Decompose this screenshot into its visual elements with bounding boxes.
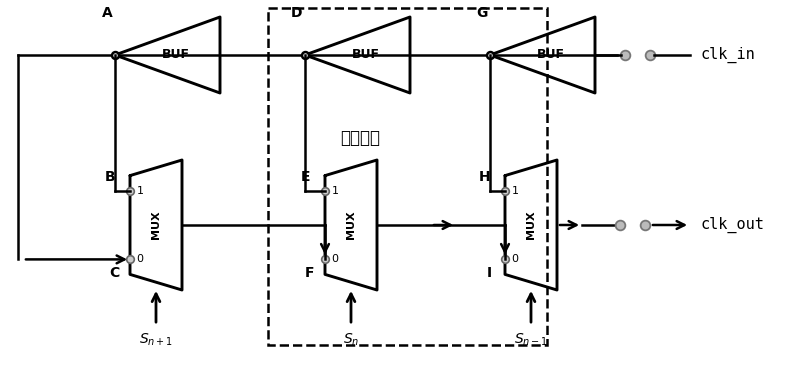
Text: MUX: MUX	[346, 211, 356, 239]
Text: BUF: BUF	[162, 48, 190, 61]
Text: BUF: BUF	[537, 48, 565, 61]
Text: C: C	[109, 266, 119, 280]
Text: H: H	[479, 170, 491, 184]
Text: $S_{n-1}$: $S_{n-1}$	[514, 332, 548, 348]
Text: clk_out: clk_out	[700, 217, 764, 233]
Text: 0: 0	[511, 255, 518, 264]
Text: A: A	[102, 6, 112, 20]
Text: B: B	[105, 170, 115, 184]
Text: E: E	[300, 170, 310, 184]
Text: BUF: BUF	[352, 48, 380, 61]
Text: MUX: MUX	[526, 211, 536, 239]
Text: MUX: MUX	[151, 211, 161, 239]
Text: 0: 0	[331, 255, 338, 264]
Text: clk_in: clk_in	[700, 47, 754, 63]
Text: I: I	[486, 266, 491, 280]
Text: 1: 1	[511, 186, 518, 195]
Text: $S_{n+1}$: $S_{n+1}$	[139, 332, 173, 348]
Text: 1: 1	[331, 186, 338, 195]
Text: 0: 0	[137, 255, 143, 264]
Text: 1: 1	[137, 186, 143, 195]
Text: G: G	[476, 6, 488, 20]
Text: F: F	[304, 266, 314, 280]
Text: $S_n$: $S_n$	[343, 332, 359, 348]
Text: D: D	[291, 6, 302, 20]
Text: 延迟单元: 延迟单元	[340, 129, 380, 147]
